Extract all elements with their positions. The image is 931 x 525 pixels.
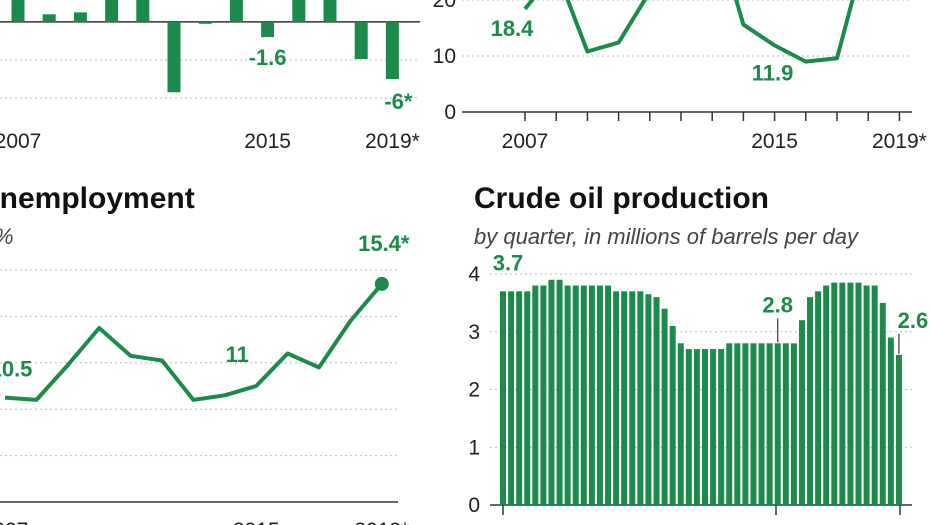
line: [523, 0, 855, 64]
x-tick-label: 2015: [244, 130, 291, 153]
bar: [524, 291, 531, 505]
x-tick-label: 2015: [751, 130, 798, 153]
bar: [645, 294, 652, 505]
bar: [782, 343, 789, 505]
bar: [229, 0, 243, 22]
bar: [105, 0, 119, 22]
bar: [42, 14, 56, 22]
data-label: 18.4: [491, 16, 535, 41]
data-label: 10.5: [0, 357, 32, 382]
bar: [564, 285, 571, 505]
bar: [605, 285, 612, 505]
bar: [710, 349, 717, 505]
line: [4, 282, 384, 402]
bar: [831, 282, 838, 505]
chart-title: Crude oil production: [474, 182, 769, 215]
chart-title: Unemployment: [0, 182, 195, 215]
y-tick-label: 3: [468, 321, 480, 344]
bar: [500, 291, 506, 505]
bar: [734, 343, 741, 505]
data-label: 2.8: [762, 292, 793, 317]
bar: [292, 0, 306, 22]
end-marker: [374, 276, 389, 291]
x-tick-label: 2007: [502, 130, 549, 153]
y-tick-label: 0: [444, 101, 456, 124]
bar: [621, 291, 628, 505]
bar: [693, 349, 700, 505]
bar: [790, 343, 797, 505]
bar: [661, 308, 668, 505]
y-tick-label: 2: [468, 379, 480, 402]
x-tick-label: 2019*: [354, 519, 409, 525]
y-tick-label: 0: [468, 494, 480, 517]
bar: [629, 291, 636, 505]
bar: [750, 343, 757, 505]
bar: [807, 297, 814, 505]
bar: [588, 285, 595, 505]
bar: [261, 21, 275, 38]
bar: [73, 12, 87, 22]
bar: [718, 349, 725, 505]
bar: [167, 21, 181, 93]
bar: [136, 0, 150, 22]
bar: [685, 349, 692, 505]
bar: [774, 343, 781, 505]
bar: [596, 285, 603, 505]
chart-subtitle: %: [0, 224, 14, 249]
bar: [653, 297, 660, 505]
bar: [847, 282, 854, 505]
x-tick-label: 2019*: [872, 130, 927, 153]
bar: [823, 285, 830, 505]
data-label: 11: [226, 342, 249, 367]
bar: [323, 0, 337, 22]
bar: [895, 354, 902, 505]
x-tick-label: 2007: [0, 130, 41, 153]
bar: [637, 291, 644, 505]
bar: [548, 279, 555, 505]
bar: [198, 21, 212, 24]
bar: [839, 282, 846, 505]
data-label: 11.9: [752, 60, 794, 85]
bar: [726, 343, 733, 505]
data-label: 15.4*: [358, 231, 410, 256]
bar: [556, 279, 563, 505]
bar: [11, 0, 25, 22]
bar: [702, 349, 708, 505]
bar: [815, 291, 822, 505]
bar: [613, 291, 620, 505]
data-label: -1.6: [249, 45, 287, 70]
bar: [758, 343, 765, 505]
bar: [677, 343, 684, 505]
bar: [798, 320, 805, 505]
bar: [669, 325, 676, 505]
bar: [508, 291, 515, 505]
chart-subtitle: by quarter, in millions of barrels per d…: [474, 224, 860, 249]
y-tick-label: 1: [468, 436, 480, 459]
oil-axis-ticks: [502, 505, 901, 515]
x-tick-label: 2015: [233, 519, 280, 525]
y-tick-label: 4: [468, 263, 480, 286]
y-tick-label: 20: [433, 0, 456, 12]
bar: [879, 302, 886, 505]
bar: [516, 291, 523, 505]
bar: [887, 337, 894, 505]
bar: [532, 285, 539, 505]
data-label: 2.6: [898, 308, 929, 333]
bar: [871, 285, 878, 505]
data-label: 3.7: [493, 250, 524, 275]
bar: [572, 285, 579, 505]
bar: [540, 285, 547, 505]
bar: [385, 21, 399, 79]
x-tick-label: 2019*: [365, 130, 420, 153]
x-tick-label: 2007: [0, 519, 28, 525]
bar: [742, 343, 749, 505]
data-label: -6*: [384, 89, 413, 114]
bar: [766, 343, 773, 505]
y-tick-label: 10: [433, 45, 456, 68]
bar: [855, 282, 862, 505]
bar: [580, 285, 587, 505]
bar: [863, 285, 870, 505]
bar: [354, 21, 368, 59]
